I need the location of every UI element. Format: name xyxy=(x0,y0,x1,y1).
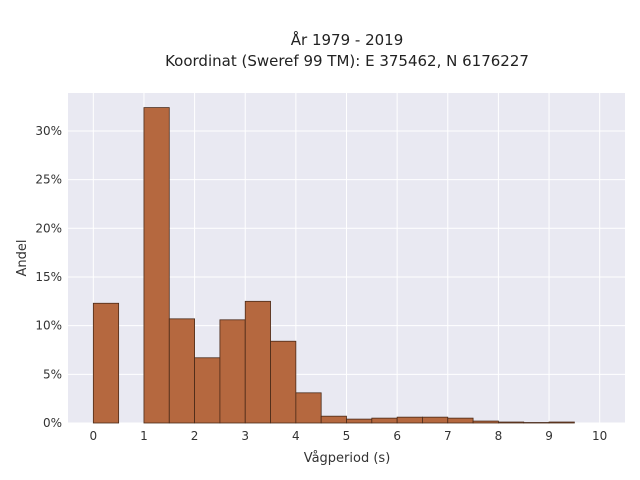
histogram-bar xyxy=(92,302,120,424)
x-tick-label: 2 xyxy=(191,429,199,443)
y-tick-label: 15% xyxy=(35,270,62,284)
histogram-bar xyxy=(371,417,398,424)
x-tick-label: 7 xyxy=(444,429,452,443)
histogram-bar xyxy=(219,319,246,424)
y-tick-label: 10% xyxy=(35,319,62,333)
y-axis-ticks: 0% 5% 10% 15% 20% 25% 30% xyxy=(35,124,62,430)
x-tick-label: 3 xyxy=(241,429,249,443)
histogram-bar xyxy=(194,357,221,424)
y-tick-label: 30% xyxy=(35,124,62,138)
x-tick-label: 5 xyxy=(343,429,351,443)
histogram-bar xyxy=(548,421,575,424)
chart-subtitle: Koordinat (Sweref 99 TM): E 375462, N 61… xyxy=(165,52,529,70)
y-tick-label: 20% xyxy=(35,221,62,235)
chart-title: År 1979 - 2019 xyxy=(291,30,404,49)
x-tick-label: 1 xyxy=(140,429,148,443)
x-tick-label: 6 xyxy=(393,429,401,443)
x-axis-ticks: 0 1 2 3 4 5 6 7 8 9 10 xyxy=(89,429,607,443)
y-tick-label: 0% xyxy=(43,416,62,430)
histogram-bar xyxy=(168,318,195,424)
x-tick-label: 8 xyxy=(495,429,503,443)
histogram-bar xyxy=(346,418,373,424)
histogram-bar xyxy=(270,340,297,424)
y-tick-label: 25% xyxy=(35,173,62,187)
x-tick-label: 4 xyxy=(292,429,300,443)
x-axis-label: Vågperiod (s) xyxy=(304,451,391,466)
histogram-bar xyxy=(498,421,525,424)
histogram-bar xyxy=(523,422,550,424)
y-tick-label: 5% xyxy=(43,367,62,381)
histogram-bar xyxy=(447,417,474,424)
histogram-bar xyxy=(396,416,423,424)
x-tick-label: 10 xyxy=(592,429,607,443)
bars xyxy=(92,107,575,424)
histogram-bar xyxy=(295,392,322,424)
y-axis-label: Andel xyxy=(15,240,30,277)
x-tick-label: 9 xyxy=(545,429,553,443)
x-tick-label: 0 xyxy=(89,429,97,443)
histogram-bar xyxy=(320,415,347,424)
histogram-bar xyxy=(472,420,499,424)
histogram-bar xyxy=(422,416,449,424)
histogram-bar xyxy=(143,107,170,424)
histogram-bar xyxy=(244,300,271,424)
